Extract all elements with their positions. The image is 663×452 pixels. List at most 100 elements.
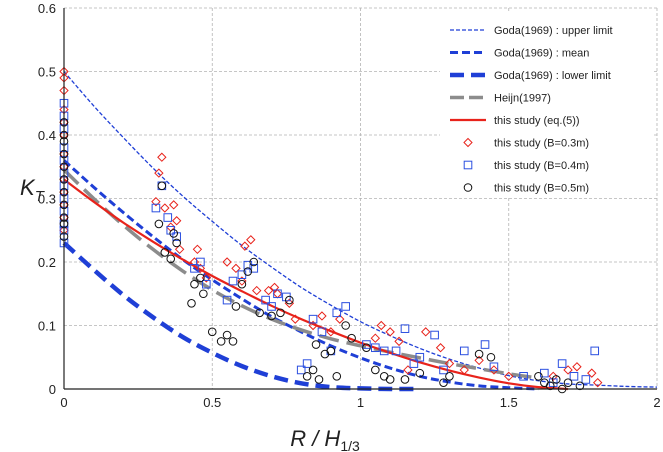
y-tick-label: 0.1	[38, 319, 56, 334]
series-6-point	[317, 327, 327, 337]
series-5-point	[548, 371, 558, 382]
legend-label-2: Goda(1969) : lower limit	[494, 70, 611, 82]
series-6-point	[480, 340, 490, 349]
series-5-point	[168, 200, 179, 210]
series-6-point	[379, 346, 389, 356]
legend-marker-6	[463, 160, 473, 170]
x-tick-label: 2	[653, 395, 660, 410]
series-5-point	[489, 365, 499, 375]
series-7-point	[166, 254, 176, 264]
series-6-point	[282, 292, 291, 302]
legend-label-0: Goda(1969) : upper limit	[494, 25, 613, 37]
y-tick-label: 0.6	[38, 1, 56, 16]
series-6-point	[590, 346, 600, 356]
series-5-point	[376, 320, 386, 331]
legend: Goda(1969) : upper limit Goda(1969) : mea…	[440, 12, 652, 198]
series-6-point	[362, 340, 371, 349]
series-7-point	[228, 337, 238, 346]
series-6-point	[557, 359, 567, 368]
series-6-point	[430, 330, 439, 340]
series-7-point	[563, 378, 573, 387]
series-6-point	[228, 276, 238, 286]
legend-label-7: this study (B=0.5m)	[494, 183, 589, 195]
series-7-point	[207, 327, 217, 337]
series-5-point	[290, 314, 300, 324]
x-tick-label: 0.5	[203, 395, 221, 410]
series-7-point	[551, 375, 561, 384]
series-5-point	[192, 244, 203, 255]
series-5-point	[459, 365, 469, 375]
series-7-point	[172, 238, 181, 248]
series-7-point	[222, 330, 232, 340]
legend-label-6: this study (B=0.4m)	[494, 160, 589, 172]
series-7-point	[160, 248, 170, 257]
series-6-point	[172, 232, 181, 241]
series-5-point	[474, 355, 484, 366]
series-7-point	[308, 365, 318, 375]
series-5-point	[592, 377, 603, 388]
legend-label-5: this study (B=0.3m)	[494, 138, 589, 150]
series-5-point	[444, 358, 455, 369]
series-7-point	[474, 349, 484, 359]
series-7-point	[545, 381, 555, 391]
series-6-point	[581, 375, 591, 384]
series-5-point	[151, 196, 161, 207]
series-5-point	[587, 368, 597, 378]
series-5-point	[563, 365, 573, 375]
series-7-point	[575, 381, 585, 391]
series-6-point	[190, 264, 199, 273]
series-7-point	[445, 372, 454, 381]
series-6-point	[371, 343, 380, 353]
y-tick-label: 0.3	[38, 192, 56, 207]
y-tick-label: 0.5	[38, 65, 56, 80]
series-5-point	[160, 203, 170, 213]
series-7-point	[314, 375, 324, 384]
series-7-point	[196, 273, 205, 283]
x-tick-label: 0	[60, 395, 67, 410]
series-5-point	[504, 371, 514, 382]
y-axis-label: KT	[20, 175, 46, 205]
series-7-point	[302, 372, 312, 381]
series-6-point	[163, 213, 173, 222]
y-tick-label: 0	[49, 382, 56, 397]
series-5-point	[189, 257, 200, 267]
series-5-point	[222, 257, 232, 267]
series-5-point	[240, 241, 250, 251]
series-5-point	[263, 285, 274, 296]
y-tick-label: 0.2	[38, 255, 56, 270]
legend-label-1: Goda(1969) : mean	[494, 48, 589, 60]
series-7-point	[311, 340, 321, 349]
series-6-point	[341, 302, 350, 311]
series-7-point	[154, 219, 164, 229]
series-6-point	[459, 346, 469, 356]
x-tick-label: 1	[357, 395, 364, 410]
series-7-point	[332, 372, 342, 381]
series-5-point	[435, 343, 446, 353]
series-6-point	[151, 203, 161, 213]
series-7-point	[199, 289, 208, 299]
series-7-point	[169, 229, 179, 238]
x-axis-label: R / H1/3	[290, 426, 360, 452]
series-7-point	[190, 279, 199, 289]
series-5-point	[572, 362, 582, 372]
legend-label-3: Heijn(1997)	[494, 93, 551, 105]
series-5-point	[385, 327, 395, 337]
legend-marker-5	[463, 137, 473, 148]
series-6-point	[415, 352, 425, 362]
series-5-point	[195, 263, 206, 274]
series-6-point	[267, 302, 276, 311]
series-5-point	[154, 168, 164, 178]
series-5-point	[421, 327, 431, 337]
series-6-point	[302, 359, 312, 368]
curves	[62, 71, 658, 392]
series-5-point	[157, 152, 167, 162]
series-5-point	[394, 336, 404, 347]
series-5-point	[308, 320, 318, 331]
legend-marker-7	[463, 183, 473, 192]
series-5-point	[252, 285, 262, 296]
series-5-point	[326, 327, 336, 337]
x-tick-label: 1.5	[500, 395, 518, 410]
series-7-point	[255, 308, 264, 318]
series-6-point	[261, 295, 270, 305]
